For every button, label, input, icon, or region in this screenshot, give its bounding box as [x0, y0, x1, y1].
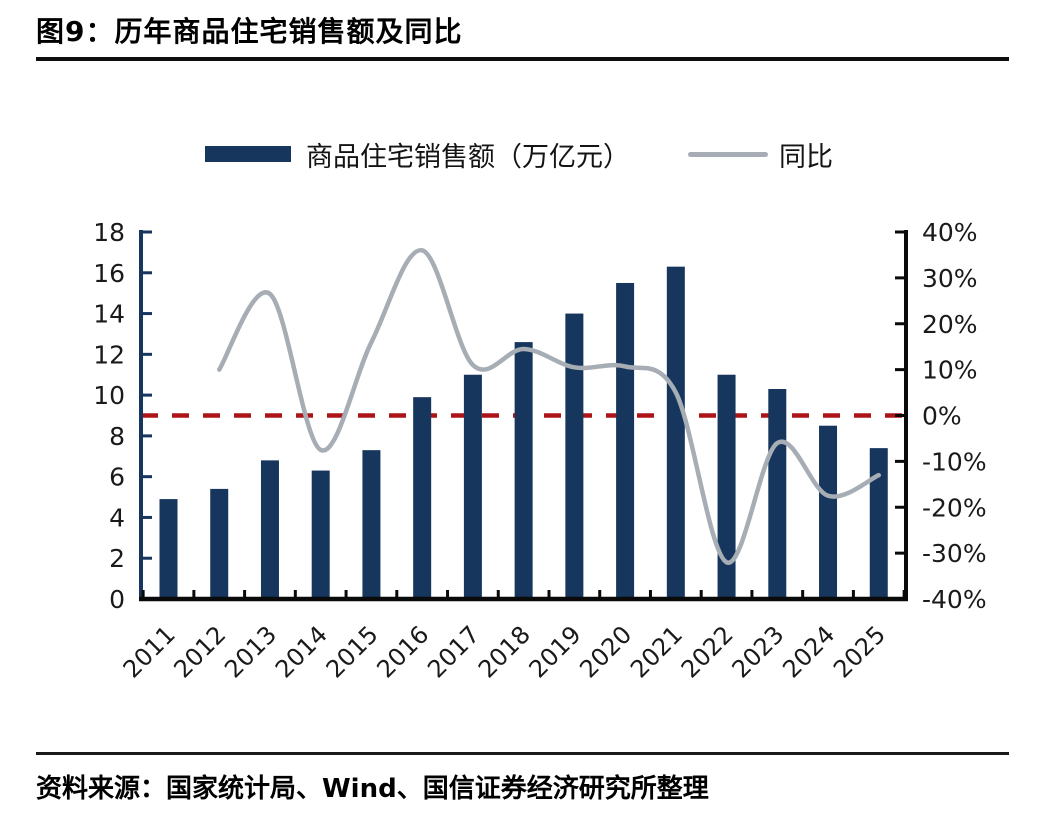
x-tick-label-2025: 2025 [828, 620, 891, 683]
bar-2011 [159, 499, 178, 599]
bar-2016 [413, 397, 432, 599]
x-tick-label-2011: 2011 [118, 620, 181, 683]
right-tick-label: -40% [922, 585, 987, 614]
left-tick-label: 10 [93, 381, 125, 410]
x-tick-label-2012: 2012 [168, 620, 231, 683]
x-tick-label-2024: 2024 [777, 620, 840, 683]
bar-2021 [666, 266, 685, 599]
x-tick-label-2017: 2017 [422, 620, 485, 683]
bar-2013 [260, 460, 279, 599]
axes-group [139, 230, 908, 602]
bars-group [159, 266, 888, 599]
bar-2017 [463, 374, 482, 599]
bar-series-swatch [205, 146, 291, 162]
right-tick-label: -30% [922, 539, 987, 568]
right-tick-label: 0% [922, 402, 962, 431]
x-tick-label-2023: 2023 [727, 620, 790, 683]
x-tick-label-2021: 2021 [625, 620, 688, 683]
x-tick-label-2014: 2014 [270, 620, 333, 683]
figure-title: 图9：历年商品住宅销售额及同比 [36, 15, 463, 48]
x-tick-label-2016: 2016 [371, 620, 434, 683]
bar-2020 [616, 282, 635, 599]
yoy-line [216, 248, 882, 565]
source-note: 资料来源：国家统计局、Wind、国信证券经济研究所整理 [36, 774, 709, 804]
bar-2012 [210, 488, 229, 599]
right-tick-label: -20% [922, 493, 987, 522]
bar-2018 [514, 342, 533, 599]
x-tick-label-2022: 2022 [676, 620, 739, 683]
x-tick-label-2013: 2013 [219, 620, 282, 683]
title-underline [36, 57, 1009, 61]
chart-legend: 商品住宅销售额（万亿元） 同比 [205, 135, 833, 174]
bar-2014 [311, 470, 330, 599]
left-tick-label: 8 [109, 422, 125, 451]
x-tick-label-2015: 2015 [321, 620, 384, 683]
right-tick-label: 20% [922, 310, 978, 339]
left-tick-label: 0 [109, 585, 125, 614]
bar-2022 [717, 374, 736, 599]
left-tick-label: 12 [93, 340, 125, 369]
bar-2015 [362, 450, 381, 599]
right-tick-label: 40% [922, 218, 978, 247]
left-tick-label: 4 [109, 503, 125, 532]
right-tick-label: 10% [922, 356, 978, 385]
legend-item-yoy: 同比 [688, 135, 833, 174]
x-tick-label-2018: 2018 [473, 620, 536, 683]
right-tick-label: 30% [922, 264, 978, 293]
legend-label-yoy: 同比 [779, 141, 833, 173]
legend-item-sales: 商品住宅销售额（万亿元） [205, 135, 630, 174]
source-divider [36, 752, 1009, 755]
left-tick-label: 18 [93, 218, 125, 247]
bar-2025 [869, 448, 888, 599]
left-tick-label: 6 [109, 463, 125, 492]
bar-2023 [768, 388, 787, 599]
left-tick-label: 14 [93, 300, 125, 329]
left-tick-label: 2 [109, 544, 125, 573]
legend-label-sales: 商品住宅销售额（万亿元） [306, 141, 630, 173]
x-tick-label-2020: 2020 [574, 620, 637, 683]
x-tick-label-2019: 2019 [524, 620, 587, 683]
left-tick-label: 16 [93, 259, 125, 288]
right-tick-label: -10% [922, 447, 987, 476]
line-series-swatch [688, 151, 768, 157]
bar-2024 [819, 425, 838, 599]
bar-2019 [565, 313, 584, 599]
